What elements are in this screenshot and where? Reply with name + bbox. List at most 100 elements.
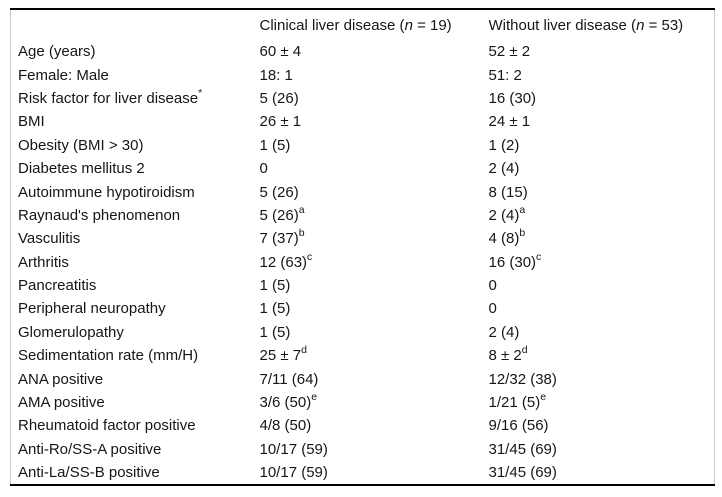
value-without-liver-disease-text: 2 (4) [488, 206, 520, 224]
value-without-liver-disease: 8 (15) [489, 180, 715, 203]
value-without-liver-disease-text: 16 (30) [488, 89, 537, 107]
value-clinical-liver-disease-text: 18: 1 [259, 66, 293, 84]
value-clinical-liver-disease: 1 (5) [260, 321, 489, 344]
value-clinical-liver-disease-text: 25 ± 7 [259, 347, 302, 365]
value-clinical-liver-disease-text: 1 (5) [259, 323, 291, 341]
value-clinical-liver-disease-text: 10/17 (59) [259, 464, 328, 482]
value-clinical-liver-disease-text: 4/8 (50) [259, 417, 312, 435]
value-without-liver-disease-text: 8 (15) [488, 183, 528, 201]
row-label: Pancreatitis [11, 274, 260, 297]
row-label: Anti-La/SS-B positive [11, 461, 260, 485]
row-label: Age (years) [11, 40, 260, 63]
value-clinical-liver-disease-text: 10/17 (59) [259, 440, 328, 458]
row-label: Sedimentation rate (mm/H) [11, 344, 260, 367]
value-without-liver-disease-text: 8 ± 2 [488, 347, 522, 365]
row-label: BMI [11, 110, 260, 133]
row-label: Anti-Ro/SS-A positive [11, 438, 260, 461]
row-label-text: Obesity (BMI > 30) [18, 136, 144, 154]
value-clinical-liver-disease: 1 (5) [260, 274, 489, 297]
footnote-marker: e [311, 391, 318, 404]
value-without-liver-disease: 9/16 (56) [489, 414, 715, 437]
row-label: Obesity (BMI > 30) [11, 134, 260, 157]
value-without-liver-disease-text: 12/32 (38) [488, 370, 557, 388]
table-row: Anti-Ro/SS-A positive 10/17 (59) 31/45 (69… [11, 438, 715, 461]
header-without-liver-disease: Without liver disease (n = 53) [489, 9, 715, 40]
footnote-marker: a [298, 203, 305, 216]
value-without-liver-disease-text: 0 [488, 277, 497, 295]
value-clinical-liver-disease-text: 7/11 (64) [259, 370, 319, 388]
row-label-text: BMI [18, 113, 45, 131]
value-clinical-liver-disease-text: 1 (5) [259, 300, 291, 318]
footnote-marker: a [519, 203, 526, 216]
sample-size-n-symbol: n [636, 16, 645, 34]
value-without-liver-disease-text: 9/16 (56) [488, 417, 549, 435]
header-empty-cell [11, 9, 260, 40]
value-clinical-liver-disease-text: 26 ± 1 [259, 113, 302, 131]
value-without-liver-disease-text: 24 ± 1 [488, 113, 531, 131]
value-without-liver-disease: 31/45 (69) [489, 461, 715, 485]
value-without-liver-disease: 16 (30)c [489, 251, 715, 274]
table-row: Pancreatitis 1 (5) 0 [11, 274, 715, 297]
table-row: Sedimentation rate (mm/H) 25 ± 7d 8 ± 2d [11, 344, 715, 367]
value-without-liver-disease-text: 16 (30) [488, 253, 537, 271]
footnote-marker: c [536, 250, 542, 263]
value-without-liver-disease: 24 ± 1 [489, 110, 715, 133]
value-without-liver-disease: 2 (4) [489, 321, 715, 344]
value-without-liver-disease-text: 4 (8) [488, 230, 520, 248]
header-text: = 19) [412, 16, 452, 34]
row-label-text: Female: Male [18, 66, 109, 84]
footnote-marker: d [301, 344, 307, 357]
table-row: Arthritis 12 (63)c 16 (30)c [11, 251, 715, 274]
table-row: Anti-La/SS-B positive 10/17 (59) 31/45 (69… [11, 461, 715, 485]
value-clinical-liver-disease-text: 5 (26) [259, 183, 299, 201]
row-label: Autoimmune hypotiroidism [11, 180, 260, 203]
header-row: Clinical liver disease (n = 19) Without … [11, 9, 715, 40]
value-without-liver-disease: 51: 2 [489, 63, 715, 86]
table-row: AMA positive 3/6 (50)e 1/21 (5)e [11, 391, 715, 414]
value-clinical-liver-disease-text: 5 (26) [259, 206, 299, 224]
footnote-marker: * [198, 86, 203, 99]
value-clinical-liver-disease: 7/11 (64) [260, 367, 489, 390]
value-clinical-liver-disease: 3/6 (50)e [260, 391, 489, 414]
row-label-text: Rheumatoid factor positive [18, 417, 196, 435]
row-label: Vasculitis [11, 227, 260, 250]
value-without-liver-disease: 0 [489, 274, 715, 297]
value-clinical-liver-disease: 10/17 (59) [260, 461, 489, 485]
value-without-liver-disease-text: 1 (2) [488, 136, 520, 154]
value-clinical-liver-disease-text: 60 ± 4 [259, 43, 302, 61]
value-clinical-liver-disease-text: 5 (26) [259, 89, 299, 107]
value-without-liver-disease-text: 31/45 (69) [488, 440, 557, 458]
table-row: Female: Male 18: 1 51: 2 [11, 63, 715, 86]
row-label-text: Peripheral neuropathy [18, 300, 166, 318]
table-row: Vasculitis 7 (37)b 4 (8)b [11, 227, 715, 250]
table-row: Peripheral neuropathy 1 (5) 0 [11, 297, 715, 320]
row-label-text: Sedimentation rate (mm/H) [18, 347, 199, 365]
header-text: Without liver disease ( [488, 16, 637, 34]
header-clinical-liver-disease: Clinical liver disease (n = 19) [260, 9, 489, 40]
value-clinical-liver-disease: 7 (37)b [260, 227, 489, 250]
row-label-text: Anti-La/SS-B positive [18, 464, 160, 482]
value-clinical-liver-disease: 4/8 (50) [260, 414, 489, 437]
value-without-liver-disease: 31/45 (69) [489, 438, 715, 461]
row-label: AMA positive [11, 391, 260, 414]
table-row: Rheumatoid factor positive 4/8 (50) 9/16 (… [11, 414, 715, 437]
value-without-liver-disease: 2 (4) [489, 157, 715, 180]
value-clinical-liver-disease-text: 1 (5) [259, 277, 291, 295]
value-clinical-liver-disease: 60 ± 4 [260, 40, 489, 63]
value-without-liver-disease-text: 2 (4) [488, 323, 520, 341]
value-without-liver-disease: 8 ± 2d [489, 344, 715, 367]
footnote-marker: c [307, 250, 313, 263]
value-clinical-liver-disease-text: 12 (63) [259, 253, 308, 271]
table-row: Raynaud's phenomenon 5 (26)a 2 (4)a [11, 204, 715, 227]
value-clinical-liver-disease: 1 (5) [260, 297, 489, 320]
value-clinical-liver-disease-text: 3/6 (50) [259, 394, 312, 412]
header-text: Clinical liver disease ( [259, 16, 405, 34]
footnote-marker: b [519, 227, 526, 240]
row-label-text: Glomerulopathy [18, 323, 124, 341]
value-without-liver-disease-text: 51: 2 [488, 66, 522, 84]
header-text: = 53) [644, 16, 684, 34]
footnote-marker: d [521, 344, 528, 357]
table-row: Glomerulopathy 1 (5) 2 (4) [11, 321, 715, 344]
value-without-liver-disease: 16 (30) [489, 87, 715, 110]
